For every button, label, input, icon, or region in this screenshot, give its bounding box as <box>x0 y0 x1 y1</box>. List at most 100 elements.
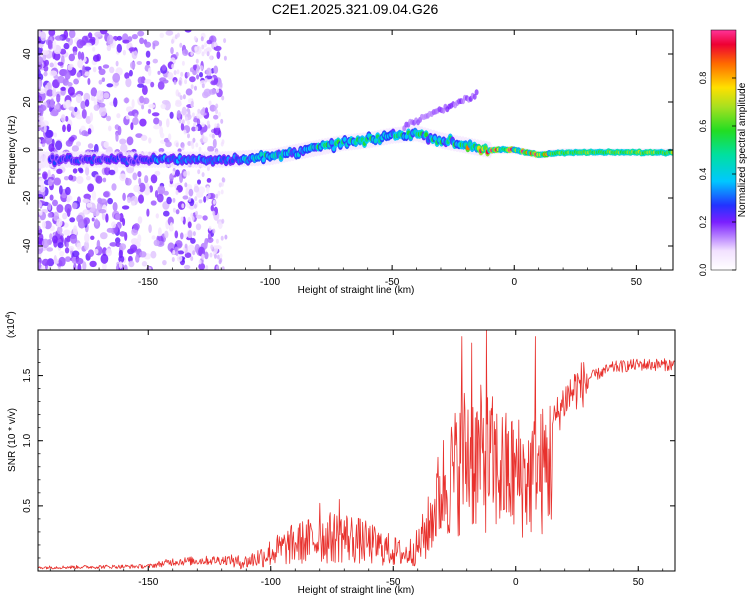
spectrogram-speckle <box>75 93 82 104</box>
spectrogram-speckle <box>87 32 93 39</box>
spectrogram-speckle <box>48 143 55 153</box>
spectrogram-speckle <box>173 79 177 85</box>
spectrogram-speckle <box>87 78 91 85</box>
spectrogram-speckle <box>216 123 220 129</box>
spectrogram-speckle <box>191 112 195 118</box>
spectrogram-speckle <box>128 69 133 77</box>
spectrogram-speckle <box>172 249 176 255</box>
spectrogram-speckle <box>223 55 227 61</box>
spectrogram-speckle <box>90 95 95 101</box>
spectrogram-speckle <box>65 37 71 42</box>
spectrogram-speckle <box>119 138 127 145</box>
spectrogram-speckle <box>54 35 63 41</box>
spectrogram-speckle <box>158 227 162 237</box>
spectrogram-speckle <box>68 174 74 181</box>
colorbar-label: Normalized spectral amplitude <box>737 82 748 217</box>
spectrogram-speckle <box>73 78 79 85</box>
spectrogram-speckle <box>58 256 66 267</box>
spectrogram-ridge <box>329 139 334 145</box>
spectrogram-speckle <box>87 143 94 149</box>
spectrogram-y-tick-label: -20 <box>22 190 33 205</box>
spectrogram-speckle <box>65 256 71 262</box>
spectrogram-speckle <box>166 118 170 128</box>
spectrogram-speckle <box>190 212 194 218</box>
spectrogram-speckle <box>195 210 198 216</box>
spectrogram-speckle <box>216 51 221 60</box>
spectrogram-speckle <box>150 81 155 88</box>
spectrogram-speckle <box>187 120 190 126</box>
spectrogram-speckle <box>111 183 117 191</box>
spectrogram-speckle <box>49 70 58 77</box>
spectrogram-speckle <box>187 141 191 146</box>
spectrogram-speckle <box>208 88 217 95</box>
spectrogram-speckle <box>119 173 127 182</box>
spectrogram-speckle <box>55 103 60 110</box>
spectrogram-speckle <box>195 214 203 219</box>
spectrogram-speckle <box>204 251 209 260</box>
spectrogram-speckle <box>71 202 78 210</box>
spectrogram-speckle <box>38 95 43 103</box>
spectrogram-speckle <box>80 51 85 61</box>
spectrogram-speckle <box>41 238 50 249</box>
spectrogram-speckle <box>62 212 68 220</box>
spectrogram-speckle <box>224 234 228 240</box>
spectrogram-x-tick-label: -50 <box>385 277 400 288</box>
spectrogram-speckle <box>182 195 189 200</box>
spectrogram-speckle <box>221 95 225 101</box>
spectrogram-speckle <box>122 218 126 226</box>
snr-multiplier-base: (x10 <box>6 318 17 338</box>
spectrogram-speckle <box>100 232 108 240</box>
spectrogram-speckle <box>222 177 226 183</box>
spectrogram-speckle <box>148 224 152 234</box>
spectrogram-speckle <box>96 239 101 250</box>
spectrogram-speckle <box>207 193 211 199</box>
spectrogram-speckle <box>83 209 89 215</box>
spectrogram-speckle <box>196 118 201 126</box>
spectrogram-speckle <box>219 82 223 88</box>
spectrogram-speckle <box>184 233 188 239</box>
spectrogram-speckle <box>139 251 147 258</box>
spectrogram-speckle <box>125 178 132 186</box>
spectrogram-speckle <box>220 189 224 195</box>
spectrogram-speckle <box>86 175 91 181</box>
spectrogram-speckle <box>73 225 78 236</box>
spectrogram-speckle <box>181 119 185 125</box>
spectrogram-speckle <box>69 217 76 223</box>
spectrogram-speckle <box>94 31 102 37</box>
spectrogram-speckle <box>66 197 71 203</box>
spectrogram-speckle <box>106 227 114 233</box>
spectrogram-speckle <box>190 100 194 106</box>
spectrogram-speckle <box>113 97 118 108</box>
spectrogram-speckle <box>90 235 95 240</box>
spectrogram-speckle <box>210 80 218 86</box>
spectrogram-speckle <box>168 181 175 188</box>
spectrogram-speckle <box>192 250 196 256</box>
spectrogram-speckle <box>223 38 227 44</box>
spectrogram-speckle <box>47 212 53 218</box>
spectrogram-speckle <box>102 64 110 69</box>
spectrogram-speckle <box>123 97 130 104</box>
spectrogram-speckle <box>52 235 58 244</box>
spectrogram-speckle <box>138 182 146 193</box>
spectrogram-speckle <box>92 54 100 62</box>
spectrogram-speckle <box>192 64 198 70</box>
spectrogram-speckle <box>87 249 94 257</box>
spectrogram-speckle <box>55 140 63 151</box>
spectrogram-speckle <box>214 123 218 129</box>
spectrogram-speckle <box>213 114 219 120</box>
spectrogram-speckle <box>197 186 206 195</box>
spectrogram-speckle <box>85 42 92 47</box>
spectrogram-speckle <box>38 115 44 122</box>
spectrogram-speckle <box>124 72 130 79</box>
spectrogram-speckle <box>68 106 75 111</box>
spectrogram-speckle <box>72 46 78 53</box>
spectrogram-speckle <box>97 197 103 204</box>
spectrogram-speckle <box>48 30 56 37</box>
spectrogram-speckle <box>137 216 143 224</box>
spectrogram-speckle <box>87 183 94 192</box>
spectrogram-speckle <box>150 200 157 206</box>
spectrogram-speckle <box>200 65 204 71</box>
spectrogram-speckle <box>206 178 212 183</box>
spectrogram-speckle <box>145 50 151 58</box>
spectrogram-speckle <box>103 141 110 149</box>
